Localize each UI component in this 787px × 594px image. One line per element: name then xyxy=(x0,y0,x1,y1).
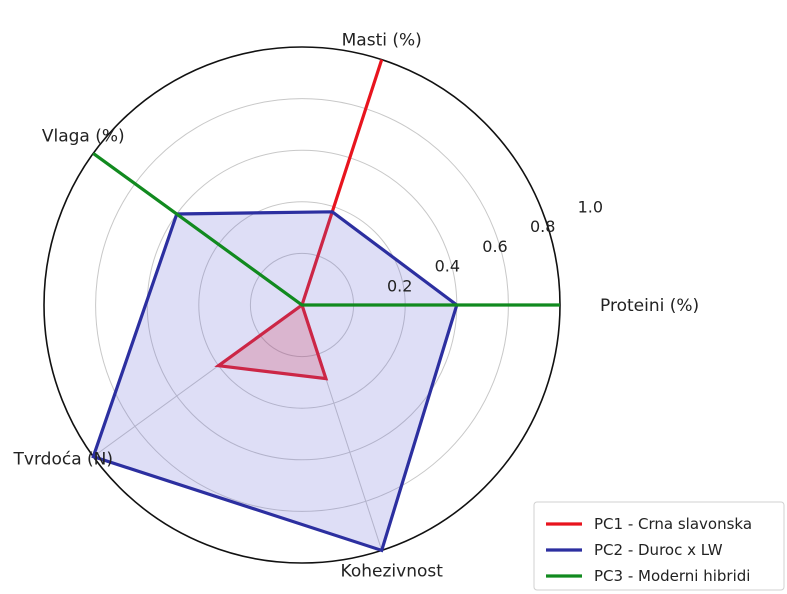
series-2-polygon xyxy=(91,210,459,553)
axis-label: Kohezivnost xyxy=(341,561,444,581)
legend-box xyxy=(533,501,785,591)
legend-label: PC3 - Moderni hibridi xyxy=(594,567,750,585)
axis-label: Vlaga (%) xyxy=(42,126,125,146)
legend-label: PC1 - Crna slavonska xyxy=(594,515,752,533)
series-3-polygon xyxy=(92,152,560,307)
radial-tick-label: 0.2 xyxy=(387,276,412,295)
radial-tick-labels: 0.2 0.4 0.6 0.8 1.0 xyxy=(387,197,603,295)
axis-label: Masti (%) xyxy=(342,31,422,51)
radial-tick-label: 0.4 xyxy=(435,257,460,276)
series-1-polygon xyxy=(214,59,384,381)
axis-labels: Proteini (%) Masti (%) Vlaga (%) Tvrdoća (N… xyxy=(13,31,700,582)
radial-tick-label: 1.0 xyxy=(578,197,603,216)
axis-label: Proteini (%) xyxy=(600,296,699,316)
radial-tick-label: 0.8 xyxy=(530,217,555,236)
series-layer xyxy=(91,59,560,553)
legend: PC1 - Crna slavonska PC2 - Duroc x LW PC3 … xyxy=(533,501,785,591)
axis-label: Tvrdoća (N) xyxy=(13,450,113,470)
radial-tick-label: 0.6 xyxy=(482,237,507,256)
legend-label: PC2 - Duroc x LW xyxy=(594,541,723,559)
